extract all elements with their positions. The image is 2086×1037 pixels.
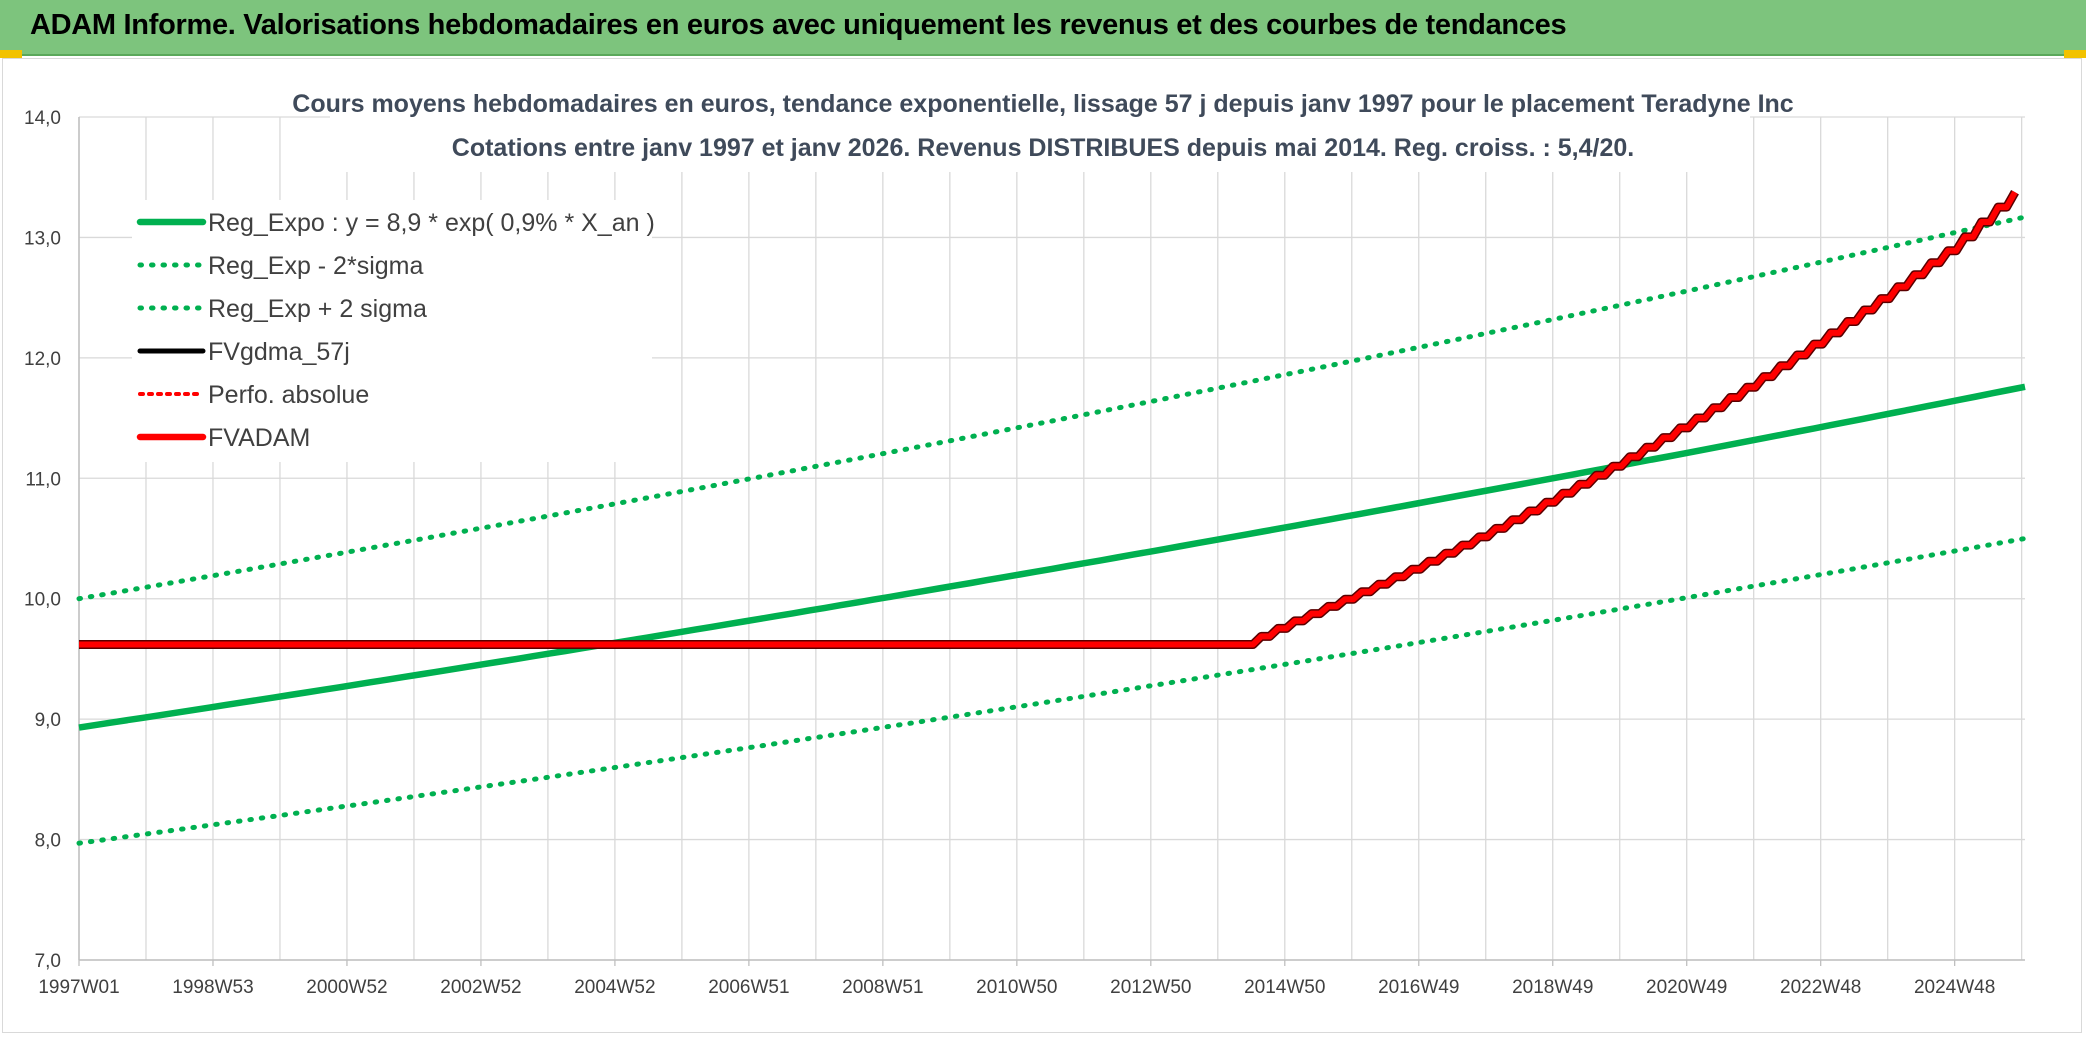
x-tick-label: 2008W51 [842,977,923,998]
y-tick-label: 13,0 [24,228,61,249]
series-reg-exp-minus-2sigma [76,536,2028,846]
x-tick-label: 2022W48 [1780,977,1861,998]
legend-label: Perfo. absolue [208,381,369,409]
x-tick-label: 2024W48 [1914,977,1995,998]
x-tick-label: 2018W49 [1512,977,1593,998]
y-tick-label: 8,0 [35,831,61,852]
series-fvadam [79,190,2018,648]
legend-label: Reg_Expo : y = 8,9 * exp( 0,9% * X_an ) [208,209,655,237]
y-tick-label: 14,0 [24,108,61,129]
x-tick-label: 2020W49 [1646,977,1727,998]
chart-subtitle-line2: Cotations entre janv 1997 et janv 2026. … [452,134,1634,162]
legend-bg [132,200,652,462]
x-tick-label: 2016W49 [1378,977,1459,998]
y-tick-label: 11,0 [25,469,61,490]
x-tick-label: 2010W50 [976,977,1057,998]
corner-marker-right [2064,50,2086,58]
x-tick-label: 2002W52 [440,977,521,998]
legend-label: Reg_Exp + 2 sigma [208,295,427,323]
y-tick-label: 7,0 [35,951,61,972]
y-tick-label: 10,0 [24,590,61,611]
x-tick-label: 1997W01 [38,977,119,998]
legend-label: FVADAM [208,424,310,452]
page-title: ADAM Informe. Valorisations hebdomadaire… [30,9,1567,41]
corner-marker-left [0,50,22,58]
header-banner: ADAM Informe. Valorisations hebdomadaire… [0,0,2086,56]
x-tick-label: 2000W52 [306,977,387,998]
series-reg-exp-plus-2sigma [76,214,2028,602]
legend-label: FVgdma_57j [208,338,350,366]
x-tick-label: 2006W51 [708,977,789,998]
chart-frame [2,58,2082,1033]
legend-label: Reg_Exp - 2*sigma [208,252,423,280]
x-tick-label: 1998W53 [172,977,253,998]
x-tick-label: 2012W50 [1110,977,1191,998]
chart-title-bg [330,80,1750,172]
y-tick-label: 12,0 [24,349,61,370]
x-tick-label: 2014W50 [1244,977,1325,998]
x-tick-label: 2004W52 [574,977,655,998]
chart-title-line1: Cours moyens hebdomadaires en euros, ten… [292,90,1794,118]
series-reg-expo [78,383,2026,731]
y-tick-label: 9,0 [35,710,61,731]
